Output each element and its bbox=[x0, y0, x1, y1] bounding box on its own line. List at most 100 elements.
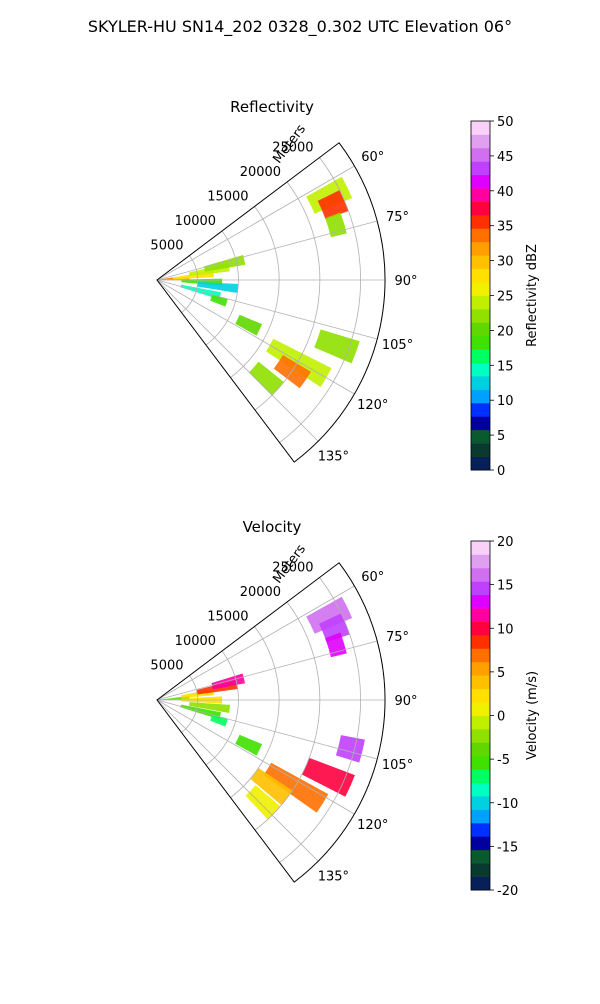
velocity-sector-frame bbox=[156, 562, 386, 883]
reflectivity-colorbar-swatch bbox=[471, 201, 490, 216]
reflectivity-colorbar-tick-label: 40 bbox=[497, 185, 514, 200]
reflectivity-angle-tick-label: 135° bbox=[318, 449, 349, 464]
reflectivity-colorbar-swatch bbox=[471, 416, 490, 431]
reflectivity-range-ring bbox=[205, 230, 239, 346]
reflectivity-azimuth-gridline bbox=[156, 220, 378, 281]
velocity-colorbar: -20 -15 -10 -5 0 5 10 15 20 bbox=[470, 535, 518, 899]
reflectivity-angle-tick-label: 75° bbox=[386, 210, 409, 225]
velocity-colorbar-swatch bbox=[471, 608, 490, 622]
reflectivity-range-tick-label: 20000 bbox=[240, 165, 281, 180]
velocity-angle-tick-label: 105° bbox=[382, 758, 413, 773]
reflectivity-echo-cell bbox=[317, 190, 349, 220]
velocity-colorbar-swatch bbox=[471, 876, 490, 891]
velocity-colorbar-swatch bbox=[471, 849, 490, 864]
reflectivity-echo-cell bbox=[235, 314, 263, 336]
velocity-colorbar-swatch bbox=[471, 621, 490, 636]
reflectivity-colorbar-swatch bbox=[471, 429, 490, 444]
velocity-echo-cell bbox=[245, 785, 281, 820]
velocity-range-ring bbox=[230, 626, 280, 798]
velocity-echo-cell bbox=[335, 735, 365, 763]
reflectivity-echo-cell bbox=[273, 355, 311, 389]
reflectivity-echo-layer bbox=[157, 176, 360, 396]
velocity-colorbar-tick-label: -15 bbox=[497, 840, 518, 855]
reflectivity-range-tick-label: 15000 bbox=[207, 189, 248, 204]
reflectivity-sector-frame bbox=[156, 142, 386, 463]
velocity-echo-cell bbox=[250, 767, 293, 806]
reflectivity-colorbar-swatch bbox=[471, 121, 490, 135]
reflectivity-colorbar-swatch bbox=[471, 134, 490, 149]
velocity-colorbar-swatch bbox=[471, 715, 490, 730]
velocity-range-ring bbox=[181, 675, 199, 733]
reflectivity-colorbar-swatch bbox=[471, 335, 490, 350]
reflectivity-colorbar-swatch bbox=[471, 174, 490, 189]
reflectivity-colorbar-tick-label: 0 bbox=[497, 464, 505, 479]
velocity-colorbar-tick-label: 15 bbox=[497, 579, 514, 594]
reflectivity-range-tick-label: 5000 bbox=[150, 238, 183, 253]
velocity-colorbar-tick-label: -20 bbox=[497, 884, 518, 899]
reflectivity-azimuth-gridline bbox=[156, 165, 355, 281]
reflectivity-colorbar-swatch bbox=[471, 268, 490, 283]
figure-suptitle: SKYLER-HU SN14_202 0328_0.302 UTC Elevat… bbox=[88, 17, 512, 37]
velocity-colorbar-swatch bbox=[471, 809, 490, 824]
reflectivity-colorbar-tick-label: 35 bbox=[497, 220, 514, 235]
velocity-echo-cell bbox=[301, 757, 355, 797]
reflectivity-echo-cell bbox=[306, 176, 353, 214]
velocity-echo-cell bbox=[210, 714, 228, 727]
reflectivity-angle-tick-label: 60° bbox=[361, 150, 384, 165]
reflectivity-angle-tick-label: 120° bbox=[357, 398, 388, 413]
reflectivity-azimuth-gridline bbox=[156, 279, 319, 442]
reflectivity-colorbar-swatch bbox=[471, 241, 490, 256]
reflectivity-colorbar-tick-label: 25 bbox=[497, 290, 514, 305]
velocity-colorbar-tick-label: 20 bbox=[497, 535, 514, 550]
reflectivity-echo-cell bbox=[197, 281, 239, 294]
velocity-grid bbox=[156, 562, 386, 883]
velocity-colorbar-swatch bbox=[471, 648, 490, 663]
velocity-colorbar-swatch bbox=[471, 782, 490, 797]
velocity-colorbar-swatch bbox=[471, 702, 490, 716]
velocity-colorbar-tick-label: 0 bbox=[497, 710, 505, 725]
reflectivity-colorbar-swatch bbox=[471, 255, 490, 270]
reflectivity-colorbar-swatch bbox=[471, 214, 490, 229]
reflectivity-colorbar-swatch bbox=[471, 349, 490, 364]
reflectivity-colorbar-swatch bbox=[471, 362, 490, 377]
reflectivity-echo-cell bbox=[314, 329, 360, 364]
reflectivity-tick-labels: 60° 75° 90° 105° 120° 135° 5000 10000 15000 20000… bbox=[150, 140, 417, 464]
reflectivity-colorbar-swatch bbox=[471, 161, 490, 176]
reflectivity-colorbar-swatch bbox=[471, 228, 490, 243]
reflectivity-colorbar-tick-label: 50 bbox=[497, 115, 514, 130]
reflectivity-range-ring bbox=[181, 255, 199, 313]
velocity-echo-cell bbox=[189, 702, 231, 713]
reflectivity-echo-cell bbox=[248, 361, 284, 396]
velocity-angle-tick-label: 75° bbox=[386, 630, 409, 645]
reflectivity-echo-cell bbox=[325, 212, 347, 238]
velocity-echo-cell bbox=[263, 762, 329, 813]
velocity-range-tick-label: 10000 bbox=[175, 634, 216, 649]
velocity-range-ring bbox=[254, 601, 321, 831]
reflectivity-colorbar: 0 5 10 15 20 25 30 35 40 45 50 bbox=[470, 115, 514, 479]
velocity-colorbar-swatch bbox=[471, 554, 490, 569]
velocity-range-ring bbox=[205, 650, 239, 766]
reflectivity-grid bbox=[156, 142, 386, 463]
reflectivity-colorbar-swatch bbox=[471, 322, 490, 337]
velocity-colorbar-swatch bbox=[471, 688, 490, 703]
velocity-colorbar-swatch bbox=[471, 675, 490, 690]
velocity-panel: Velocity 60° 75° 90° 105° 120° 135° 5000 10000 1… bbox=[150, 518, 540, 899]
velocity-colorbar-swatch bbox=[471, 796, 490, 810]
velocity-colorbar-swatch bbox=[471, 541, 490, 555]
velocity-tick-labels: 60° 75° 90° 105° 120° 135° 5000 10000 15000 20000… bbox=[150, 560, 417, 884]
velocity-range-ring bbox=[279, 577, 361, 863]
velocity-colorbar-swatch bbox=[471, 836, 490, 851]
velocity-echo-cell bbox=[235, 734, 263, 756]
velocity-echo-cell bbox=[319, 613, 350, 643]
reflectivity-colorbar-swatch bbox=[471, 282, 490, 296]
reflectivity-colorbar-tick-label: 10 bbox=[497, 394, 514, 409]
reflectivity-range-ring bbox=[254, 181, 321, 411]
velocity-colorbar-swatch bbox=[471, 728, 490, 743]
reflectivity-colorbar-tick-label: 45 bbox=[497, 150, 514, 165]
velocity-angle-tick-label: 90° bbox=[394, 694, 417, 709]
velocity-angle-tick-label: 60° bbox=[361, 570, 384, 585]
reflectivity-colorbar-swatch bbox=[471, 402, 490, 417]
velocity-azimuth-gridline bbox=[156, 699, 319, 862]
